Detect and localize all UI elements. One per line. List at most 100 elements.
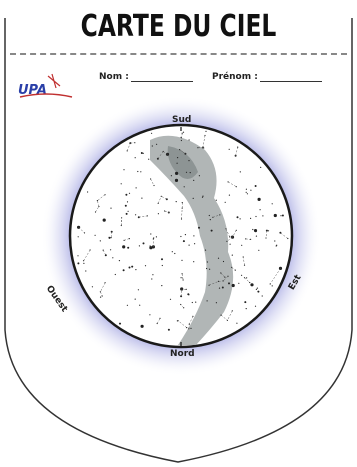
star-dot bbox=[206, 261, 208, 263]
constellation-segment bbox=[138, 215, 148, 218]
star-dot bbox=[153, 237, 155, 239]
constellation-segment bbox=[181, 133, 183, 141]
star-dot bbox=[157, 213, 159, 215]
star-dot bbox=[198, 226, 200, 229]
constellation-segment bbox=[227, 181, 237, 187]
star-dot bbox=[149, 314, 151, 316]
star-dot bbox=[125, 212, 128, 215]
star-dot bbox=[245, 188, 247, 190]
star-dot bbox=[245, 191, 247, 193]
constellation-segment bbox=[126, 143, 131, 151]
star-dot bbox=[161, 264, 163, 267]
star-dot bbox=[210, 229, 213, 232]
star-dot bbox=[102, 218, 106, 222]
nom-field[interactable]: Nom : bbox=[99, 72, 193, 82]
star-dot bbox=[239, 218, 241, 220]
star-dot bbox=[138, 245, 140, 247]
star-dot bbox=[83, 262, 85, 264]
constellation-segment bbox=[180, 304, 184, 308]
star-dot bbox=[87, 191, 89, 193]
constellation-segment bbox=[223, 276, 229, 282]
constellation-segment bbox=[164, 210, 169, 213]
star-dot bbox=[85, 270, 87, 272]
star-dot bbox=[215, 199, 217, 201]
constellation-segment bbox=[231, 267, 236, 271]
star-dot bbox=[181, 259, 183, 261]
star-dot bbox=[94, 234, 96, 236]
star-dot bbox=[257, 197, 261, 201]
star-dot bbox=[142, 152, 144, 154]
constellation-segment bbox=[265, 230, 268, 239]
constellation-segment bbox=[97, 194, 106, 201]
prenom-input-line[interactable] bbox=[259, 73, 322, 82]
star-dot bbox=[99, 240, 101, 242]
constellation-segment bbox=[245, 238, 251, 240]
star-dot bbox=[156, 143, 158, 145]
constellation-segment bbox=[242, 256, 245, 266]
star-dot bbox=[110, 237, 112, 239]
star-dot bbox=[139, 304, 141, 306]
constellation-segment bbox=[218, 280, 224, 282]
constellation-segment bbox=[161, 196, 167, 200]
star-dot bbox=[180, 136, 182, 138]
star-dot bbox=[140, 324, 144, 328]
star-dot bbox=[182, 279, 184, 281]
star-dot bbox=[161, 258, 163, 261]
constellation-segment bbox=[209, 281, 219, 286]
constellation-segment bbox=[188, 324, 190, 329]
star-dot bbox=[192, 197, 194, 199]
star-dot bbox=[120, 183, 122, 185]
constellation-lines bbox=[78, 133, 288, 329]
star-dot bbox=[193, 235, 195, 237]
milky-way bbox=[150, 135, 234, 345]
star-dot bbox=[206, 267, 208, 270]
logo-swoosh-icon bbox=[19, 93, 73, 98]
star-dot bbox=[194, 243, 196, 245]
star-dot bbox=[188, 328, 190, 330]
star-dot bbox=[148, 158, 150, 160]
star-dot bbox=[250, 283, 254, 287]
star-dot bbox=[104, 254, 107, 257]
compass-north-label: Nord bbox=[170, 349, 195, 359]
star-dot bbox=[137, 170, 139, 173]
star-dot bbox=[281, 214, 284, 217]
constellation-segment bbox=[181, 273, 184, 281]
constellation-segment bbox=[97, 200, 100, 207]
star-dot bbox=[77, 236, 79, 238]
cut-line-divider bbox=[10, 53, 347, 55]
constellation-segment bbox=[78, 227, 85, 234]
star-dot bbox=[255, 288, 257, 290]
constellation-segment bbox=[220, 272, 226, 278]
star-dot bbox=[204, 249, 207, 251]
constellation-segment bbox=[180, 288, 182, 297]
constellation-segment bbox=[124, 238, 130, 241]
star-dot bbox=[231, 254, 233, 256]
star-dot bbox=[262, 215, 264, 217]
shield-outline bbox=[4, 18, 353, 463]
star-dot bbox=[180, 277, 182, 279]
constellation-segment bbox=[100, 282, 106, 292]
prenom-field[interactable]: Prénom : bbox=[212, 72, 322, 82]
star-dot bbox=[224, 201, 226, 203]
star-dot bbox=[245, 238, 247, 240]
constellation-segment bbox=[100, 291, 103, 297]
star-dot bbox=[144, 265, 147, 267]
star-dot bbox=[108, 236, 110, 238]
star-dot bbox=[149, 246, 153, 250]
nom-input-line[interactable] bbox=[130, 73, 193, 82]
constellation-segment bbox=[189, 316, 194, 325]
star-dot bbox=[261, 295, 263, 297]
star-dot bbox=[222, 260, 225, 263]
star-dot bbox=[244, 301, 247, 304]
star-dot bbox=[236, 216, 239, 219]
star-dot bbox=[110, 207, 112, 209]
star-dot bbox=[193, 261, 195, 263]
constellation-segment bbox=[220, 314, 228, 321]
star-dot bbox=[96, 200, 98, 202]
constellation-segment bbox=[157, 196, 162, 204]
star-dot bbox=[174, 178, 179, 182]
star-dot bbox=[77, 262, 80, 265]
page-title: CARTE DU CIEL bbox=[80, 9, 277, 44]
star-dot bbox=[201, 196, 204, 198]
